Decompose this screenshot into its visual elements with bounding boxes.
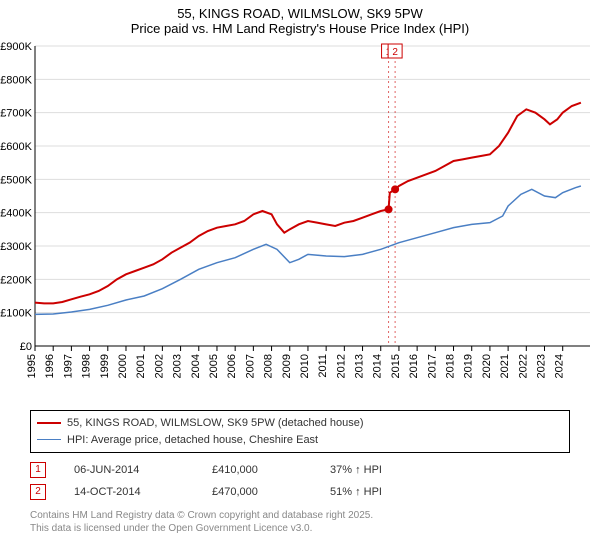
- sales-row-date: 14-OCT-2014: [74, 486, 184, 498]
- chart-svg: £0 £100K £200K £300K £400K £500K £600K £700K £80…: [0, 36, 600, 406]
- x-tick-label: 2018: [445, 354, 457, 378]
- x-tick-label: 2019: [463, 354, 475, 378]
- x-tick-label: 2006: [226, 354, 238, 378]
- x-tick-label: 1999: [99, 354, 111, 378]
- sales-table: 1 06-JUN-2014 £410,000 37% ↑ HPI 2 14-OCT-201…: [30, 459, 570, 503]
- legend-box: 55, KINGS ROAD, WILMSLOW, SK9 5PW (detac…: [30, 410, 570, 453]
- x-tick-label: 2010: [299, 354, 311, 378]
- sales-row-price: £410,000: [212, 464, 302, 476]
- y-tick-label: £100K: [0, 308, 32, 320]
- x-tick-label: 2015: [390, 354, 402, 378]
- chart-title-block: 55, KINGS ROAD, WILMSLOW, SK9 5PW Price …: [0, 0, 600, 36]
- legend-row: HPI: Average price, detached house, Ches…: [37, 432, 563, 449]
- x-tick-label: 2013: [354, 354, 366, 378]
- sales-row-hpi: 37% ↑ HPI: [330, 464, 382, 476]
- sales-row-marker: 2: [30, 484, 46, 500]
- legend-row: 55, KINGS ROAD, WILMSLOW, SK9 5PW (detac…: [37, 415, 563, 432]
- x-tick-label: 2023: [536, 354, 548, 378]
- footer-line1: Contains HM Land Registry data © Crown c…: [30, 509, 570, 522]
- chart-area: £0 £100K £200K £300K £400K £500K £600K £700K £80…: [0, 36, 600, 406]
- x-tick-label: 1997: [62, 354, 74, 378]
- x-tick-label: 1995: [26, 354, 38, 378]
- x-tick-label: 2002: [153, 354, 165, 378]
- y-tick-label: £600K: [0, 141, 32, 153]
- legend-label: HPI: Average price, detached house, Ches…: [67, 432, 318, 449]
- x-tick-label: 2012: [335, 354, 347, 378]
- sales-row-price: £470,000: [212, 486, 302, 498]
- x-tick-label: 1998: [81, 354, 93, 378]
- sales-row-hpi: 51% ↑ HPI: [330, 486, 382, 498]
- y-tick-label: £500K: [0, 174, 32, 186]
- y-tick-label: £200K: [0, 274, 32, 286]
- x-tick-label: 2011: [317, 354, 329, 378]
- x-tick-label: 2003: [172, 354, 184, 378]
- series-price_paid: [35, 103, 581, 304]
- y-tick-label: £700K: [0, 108, 32, 120]
- legend-swatch: [37, 422, 61, 424]
- legend-label: 55, KINGS ROAD, WILMSLOW, SK9 5PW (detac…: [67, 415, 364, 432]
- x-tick-label: 2020: [481, 354, 493, 378]
- x-tick-label: 2009: [281, 354, 293, 378]
- sales-row: 2 14-OCT-2014 £470,000 51% ↑ HPI: [30, 481, 570, 503]
- sale-marker-number: 2: [392, 47, 398, 58]
- series-hpi: [35, 186, 581, 314]
- x-tick-label: 2016: [408, 354, 420, 378]
- footer-line2: This data is licensed under the Open Gov…: [30, 522, 570, 535]
- y-tick-label: £0: [20, 341, 32, 353]
- sales-row: 1 06-JUN-2014 £410,000 37% ↑ HPI: [30, 459, 570, 481]
- x-tick-label: 2000: [117, 354, 129, 378]
- sales-row-marker: 1: [30, 462, 46, 478]
- y-tick-label: £400K: [0, 208, 32, 220]
- x-tick-label: 1996: [44, 354, 56, 378]
- x-tick-label: 2021: [499, 354, 511, 378]
- x-tick-label: 2001: [135, 354, 147, 378]
- title-line2: Price paid vs. HM Land Registry's House …: [0, 21, 600, 36]
- title-line1: 55, KINGS ROAD, WILMSLOW, SK9 5PW: [0, 6, 600, 21]
- x-tick-label: 2005: [208, 354, 220, 378]
- x-tick-label: 2014: [372, 354, 384, 378]
- y-tick-label: £900K: [0, 41, 32, 53]
- sales-row-date: 06-JUN-2014: [74, 464, 184, 476]
- x-tick-label: 2017: [426, 354, 438, 378]
- x-tick-label: 2024: [554, 354, 566, 378]
- y-tick-label: £800K: [0, 74, 32, 86]
- y-tick-label: £300K: [0, 241, 32, 253]
- x-tick-label: 2008: [263, 354, 275, 378]
- x-tick-label: 2007: [244, 354, 256, 378]
- legend-swatch: [37, 439, 61, 440]
- x-tick-label: 2004: [190, 354, 202, 378]
- footer-attribution: Contains HM Land Registry data © Crown c…: [30, 509, 570, 535]
- x-tick-label: 2022: [517, 354, 529, 378]
